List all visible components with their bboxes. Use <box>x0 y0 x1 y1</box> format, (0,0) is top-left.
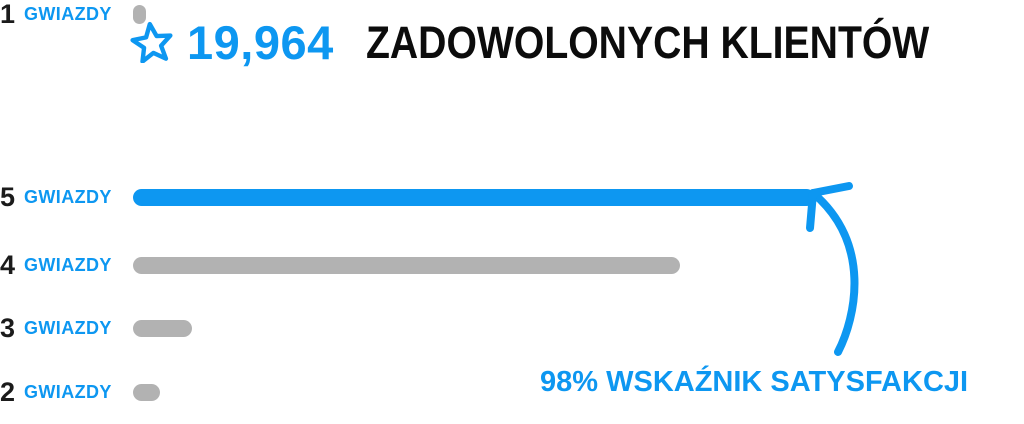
row-label: GWIAZDY <box>24 4 112 24</box>
rating-row-4-stars: 4 GWIAZDY <box>0 251 1024 279</box>
curved-arrow-up-icon <box>780 165 890 365</box>
rating-row-2-stars: 2 GWIAZDY <box>0 378 1024 406</box>
bar-3-stars <box>133 319 192 337</box>
satisfaction-rate-annotation: 98% WSKAŹNIK SATYSFAKCJI <box>540 366 969 398</box>
customer-count: 19,964 <box>187 15 334 69</box>
bar-2-stars <box>133 383 160 401</box>
star-outline-icon <box>130 21 174 64</box>
row-number: 1 <box>0 0 16 29</box>
rating-row-3-stars: 3 GWIAZDY <box>0 314 1024 342</box>
row-number: 2 <box>0 376 16 407</box>
header: 19,964 ZADOWOLONYCH KLIENTÓW <box>130 14 1013 70</box>
row-number: 4 <box>0 249 16 280</box>
page-title: ZADOWOLONYCH KLIENTÓW <box>365 16 930 68</box>
bar-5-stars <box>133 188 815 206</box>
row-label: GWIAZDY <box>24 318 112 338</box>
row-label: GWIAZDY <box>24 187 112 207</box>
row-label: GWIAZDY <box>24 382 112 402</box>
rating-row-5-stars: 5 GWIAZDY <box>0 183 1024 211</box>
row-number: 3 <box>0 312 16 343</box>
row-label: GWIAZDY <box>24 255 112 275</box>
bar-4-stars <box>133 256 680 274</box>
bar-1-star <box>133 4 146 24</box>
rating-row-1-star: 1 GWIAZDY <box>0 0 1024 28</box>
row-number: 5 <box>0 181 16 212</box>
